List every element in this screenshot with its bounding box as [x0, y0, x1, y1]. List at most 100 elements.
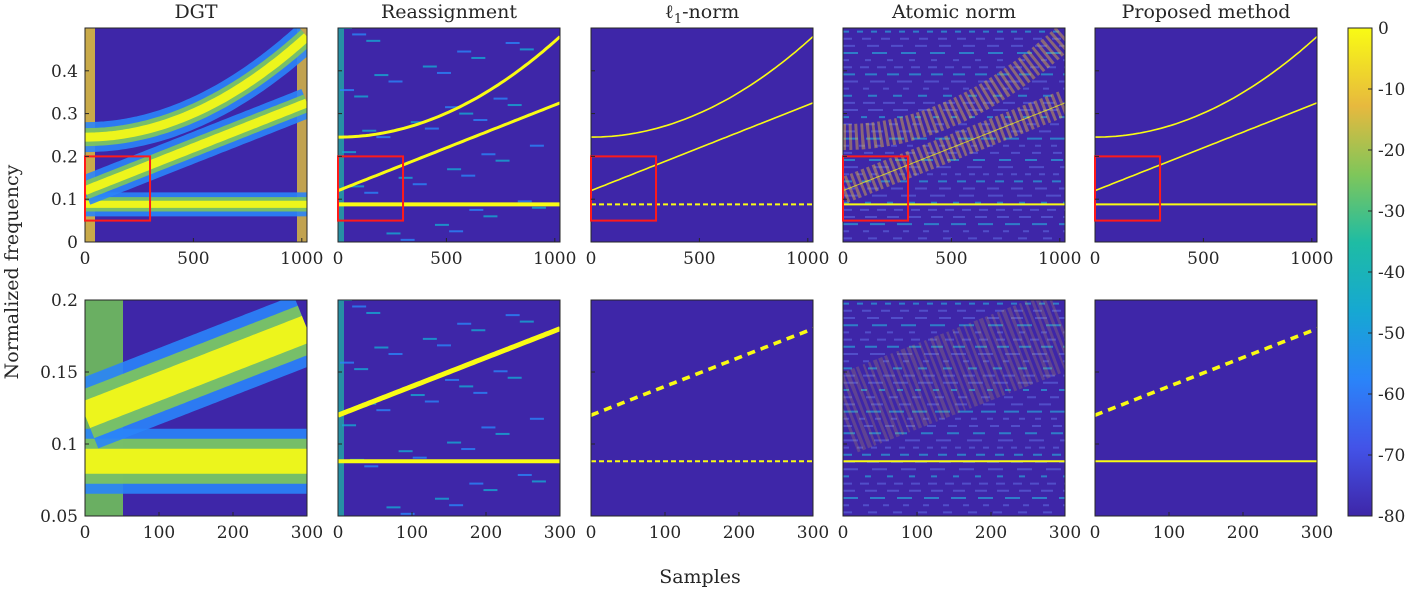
x-tick-label: 0: [586, 249, 597, 269]
x-tick-label: 0: [838, 523, 849, 543]
colorbar-tick-label: 0: [1378, 19, 1389, 39]
panel-top-4: 0 500 1000: [1090, 27, 1333, 269]
panel-title: Reassignment: [381, 1, 517, 23]
panel-zoom-4: 0 100 200 300: [1090, 299, 1333, 543]
panel-image: [85, 300, 307, 516]
colorbar-tick-label: -60: [1378, 385, 1405, 405]
colorbar-tick-label: -80: [1378, 507, 1405, 527]
x-tick-label: 200: [975, 523, 1007, 543]
y-tick-label: 0.1: [51, 190, 78, 210]
panel-image: [591, 28, 813, 242]
x-tick-label: 500: [935, 249, 967, 269]
panel-image: [1095, 28, 1317, 242]
colorbar: 0 -10 -20 -30 -40 -50 -60 -70 -80: [1347, 19, 1405, 527]
x-tick-label: 100: [649, 523, 681, 543]
panel-title-text: DGT: [174, 1, 217, 23]
panel-title-text: Reassignment: [381, 1, 517, 23]
panel-zoom-3: 0 100 200 300: [838, 299, 1081, 543]
x-tick-label: 0: [80, 249, 91, 269]
linear-chirp-line: [1095, 327, 1317, 417]
panel-top-2: 0 500 1000: [586, 27, 829, 269]
quadratic-chirp-line: [338, 35, 560, 139]
y-tick-label: 0: [67, 233, 78, 253]
edge-artifact: [338, 28, 344, 242]
x-tick-label: 0: [586, 523, 597, 543]
x-tick-label: 300: [544, 523, 576, 543]
x-tick-label: 100: [143, 523, 175, 543]
y-tick-label: 0.15: [40, 363, 78, 383]
y-tick-label: 0.4: [51, 62, 78, 82]
panel-zoom-1: 0 100 200 300: [333, 299, 576, 543]
x-tick-label: 1000: [1290, 249, 1333, 269]
edge-artifact: [338, 300, 344, 516]
x-tick-label: 500: [683, 249, 715, 269]
quadratic-chirp-line: [1095, 36, 1317, 138]
panel-image: [843, 28, 1065, 242]
x-tick-label: 200: [723, 523, 755, 543]
x-tick-label: 1000: [786, 249, 829, 269]
colorbar-tick-label: -40: [1378, 263, 1405, 283]
x-tick-label: 500: [177, 249, 209, 269]
x-tick-label: 300: [797, 523, 829, 543]
panel-title: Atomic norm: [891, 1, 1016, 23]
x-tick-label: 200: [217, 523, 249, 543]
colorbar-tick-label: -70: [1378, 446, 1405, 466]
linear-chirp-line: [338, 101, 560, 193]
colorbar-tick-label: -50: [1378, 324, 1405, 344]
y-tick-label: 0.3: [51, 105, 78, 125]
x-tick-label: 500: [1187, 249, 1219, 269]
panel-background: [591, 300, 813, 516]
x-tick-label: 500: [430, 249, 462, 269]
x-tick-label: 200: [470, 523, 502, 543]
panel-frame: [337, 27, 561, 243]
panel-top-0: 0 500 1000 0 0.1 0.2 0.3 0.4: [51, 27, 323, 269]
panel-image: [591, 300, 813, 516]
colorbar-tick-label: -20: [1378, 141, 1405, 161]
x-tick-label: 0: [80, 523, 91, 543]
panel-background: [338, 300, 560, 516]
x-tick-label: 0: [838, 249, 849, 269]
panel-title-text: ℓ: [665, 1, 674, 23]
panel-background: [843, 28, 1065, 242]
panel-zoom-0: 0 100 200 300 0.05 0.1 0.15 0.2: [40, 291, 323, 543]
x-tick-label: 1000: [533, 249, 576, 269]
panel-title: Proposed method: [1122, 1, 1291, 23]
linear-chirp-ridge: [85, 315, 307, 428]
panel-title: ℓ1-norm: [665, 1, 740, 27]
panel-zoom-2: 0 100 200 300: [586, 299, 829, 543]
panel-frame: [337, 299, 561, 517]
panel-title-subscript: 1: [674, 12, 682, 27]
y-tick-label: 0.2: [51, 147, 78, 167]
panel-frame: [84, 299, 308, 517]
y-tick-label: 0.2: [51, 291, 78, 311]
x-tick-label: 100: [1153, 523, 1185, 543]
quadratic-chirp-line: [591, 36, 813, 138]
colorbar-tick-label: -10: [1378, 80, 1405, 100]
panel-top-3: 0 500 1000: [838, 27, 1081, 269]
x-tick-label: 100: [901, 523, 933, 543]
panel-image: [85, 28, 307, 242]
x-tick-label: 1000: [280, 249, 323, 269]
panel-frame: [842, 299, 1066, 517]
interference-band: [843, 28, 1065, 151]
panel-frame: [590, 299, 814, 517]
zoom-region-box: [84, 155, 152, 222]
x-tick-label: 0: [1090, 249, 1101, 269]
panel-image: [1095, 300, 1317, 516]
x-tick-label: 0: [333, 523, 344, 543]
panel-title-text: Proposed method: [1122, 1, 1291, 23]
panel-image: [843, 300, 1065, 516]
x-tick-label: 0: [1090, 523, 1101, 543]
edge-artifact: [297, 28, 307, 242]
panel-frame: [842, 27, 1066, 243]
interference-band: [843, 300, 1065, 453]
panel-image: [338, 28, 560, 242]
x-tick-label: 300: [291, 523, 323, 543]
panel-background: [1095, 300, 1317, 516]
linear-chirp-line: [1095, 102, 1317, 192]
panel-frame: [590, 27, 814, 243]
zoom-region-box: [842, 155, 910, 222]
quadratic-chirp-ridge: [85, 33, 307, 142]
y-tick-label: 0.1: [51, 435, 78, 455]
linear-chirp-ridge: [85, 98, 307, 195]
